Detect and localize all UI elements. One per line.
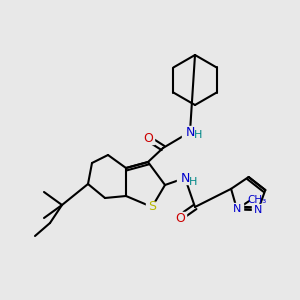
Text: N: N: [180, 172, 190, 184]
Text: O: O: [143, 131, 153, 145]
Text: N: N: [254, 205, 262, 215]
Bar: [142, 132, 154, 144]
Text: N: N: [233, 204, 241, 214]
Text: S: S: [148, 200, 156, 214]
Text: H: H: [194, 130, 202, 140]
Bar: [252, 204, 264, 216]
Text: O: O: [175, 212, 185, 224]
Text: CH₃: CH₃: [247, 195, 266, 205]
Bar: [174, 212, 186, 224]
Text: H: H: [189, 177, 197, 187]
Bar: [231, 203, 243, 215]
Text: N: N: [185, 125, 195, 139]
Bar: [146, 202, 160, 213]
Bar: [177, 172, 197, 184]
Bar: [182, 126, 202, 138]
